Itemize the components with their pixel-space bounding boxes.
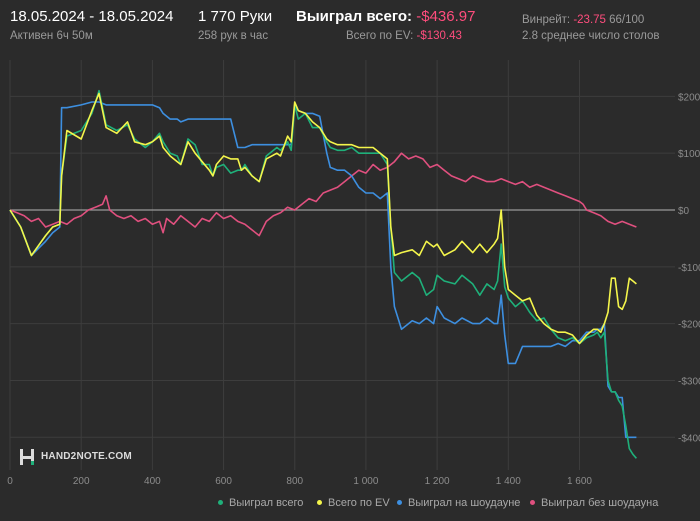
x-tick-label: 200 [73,476,90,487]
legend-dot-icon [397,499,402,505]
series-line-3 [9,152,637,237]
x-tick-label: 600 [215,476,232,487]
y-tick-label: $200 [678,92,700,103]
y-tick-label: -$400 [678,433,700,444]
y-tick-label: -$100 [678,263,700,274]
x-tick-label: 0 [7,476,13,487]
winrate: Винрейт: -23.75 66/100 [522,14,644,26]
series-line-0 [9,89,638,459]
x-tick-label: 1 600 [567,476,592,487]
winrate-suffix: 66/100 [605,14,645,26]
legend-dot-icon [530,499,535,505]
won-total: Выиграл всего: -$436.97 [296,8,475,25]
ev-total: Всего по EV: -$130.43 [346,30,462,42]
avg-tables: 2.8 среднее число столов [522,30,660,42]
ev-total-label: Всего по EV: [346,30,417,42]
won-total-value: -$436.97 [416,8,476,25]
y-tick-label: -$200 [678,320,700,331]
stats-header: 18.05.2024 - 18.05.2024 Активен 6ч 50м 1… [0,0,700,52]
y-tick-label: $100 [678,149,700,160]
legend-dot-icon [317,499,322,505]
x-tick-label: 400 [144,476,161,487]
legend-item[interactable]: Выиграл всего [218,497,303,509]
y-tick-label: -$300 [678,376,700,387]
date-range: 18.05.2024 - 18.05.2024 [10,8,174,25]
active-time: Активен 6ч 50м [10,30,93,42]
legend-item[interactable]: Всего по EV [317,497,390,509]
x-tick-label: 800 [286,476,303,487]
ev-total-value: -$130.43 [416,30,462,42]
won-total-label: Выиграл всего: [296,8,417,25]
hand2note-logo-text: HAND2NOTE.COM [41,451,132,462]
graph-chart: 0 200 400 600 800 1 000 1 200 1 400 1 600 $200 $10… [7,60,700,487]
series-line-1 [9,92,637,345]
y-tick-label: $0 [678,206,690,217]
legend-label: Всего по EV [328,497,390,509]
legend-label: Выиграл на шоудауне [408,497,521,509]
legend-dot-icon [218,499,223,505]
hands-per-hour: 258 рук в час [198,30,269,42]
winrate-value: -23.75 [573,14,606,26]
hands-count: 1 770 Руки [198,8,273,25]
hand2note-logo-icon [20,449,34,465]
legend-label: Выиграл без шоудауна [541,497,659,509]
series-line-2 [9,101,637,439]
legend-item[interactable]: Выиграл на шоудауне [397,497,520,509]
winrate-label: Винрейт: [522,14,574,26]
x-tick-label: 1 000 [353,476,378,487]
legend-label: Выиграл всего [229,497,304,509]
x-tick-label: 1 400 [496,476,521,487]
legend-item[interactable]: Выиграл без шоудауна [530,497,658,509]
x-tick-label: 1 200 [425,476,450,487]
